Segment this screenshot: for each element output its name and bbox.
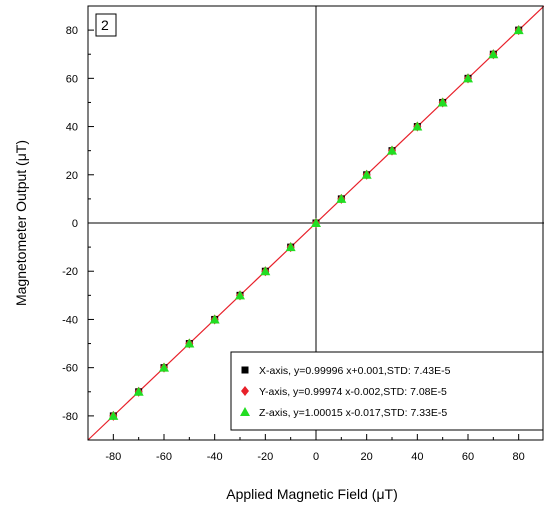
y-tick-label: -60 [62, 363, 78, 375]
legend: X-axis, y=0.99996 x+0.001,STD: 7.43E-5 Y-… [230, 351, 544, 431]
data-point [412, 121, 423, 131]
data-point [184, 338, 195, 348]
legend-entry-label: X-axis, y=0.99996 x+0.001,STD: 7.43E-5 [259, 365, 451, 377]
data-point [311, 218, 321, 227]
legend-marker [241, 366, 249, 374]
data-point [513, 25, 524, 35]
data-point [336, 193, 347, 203]
x-tick-label: 20 [361, 451, 373, 463]
panel-label-box [95, 13, 117, 37]
y-tick-label: -80 [62, 411, 78, 423]
panel-label-text: 2 [101, 17, 109, 33]
data-point [387, 145, 397, 155]
y-tick-label: 20 [66, 170, 78, 182]
x-axis-title: Applied Magnetic Field (μT) [226, 486, 397, 502]
y-tick-label: 60 [66, 73, 78, 85]
y-tick-label: 80 [66, 25, 78, 37]
panel-label: 2 [95, 13, 117, 37]
legend-box [230, 351, 544, 431]
data-point [209, 314, 220, 324]
x-tick-label: 60 [462, 451, 474, 463]
data-point [133, 386, 144, 396]
legend-marker [240, 407, 250, 416]
legend-entry-label: Z-axis, y=1.00015 x-0.017,STD: 7.33E-5 [259, 407, 447, 419]
x-tick-label: 0 [313, 451, 319, 463]
data-point [285, 242, 296, 252]
data-marks [108, 25, 524, 421]
x-tick-label: -80 [105, 451, 121, 463]
x-tick-label: -60 [156, 451, 172, 463]
legend-entry-label: Y-axis, y=0.99974 x-0.002,STD: 7.08E-5 [259, 386, 447, 398]
y-tick-label: -20 [62, 266, 78, 278]
plot-frame [87, 5, 544, 441]
data-point [463, 73, 473, 83]
y-tick-label: 0 [72, 218, 78, 230]
x-tick-label: 40 [411, 451, 423, 463]
data-point [437, 97, 448, 107]
x-tick-label: -40 [207, 451, 223, 463]
y-axis-title: Magnetometer Output (μT) [13, 140, 29, 306]
axes: -80 -60 -40 -20 0 20 40 60 80 -80 -60 -40 -20 0 20 40 60… [62, 6, 544, 463]
x-tick-label: -20 [257, 451, 273, 463]
y-tick-label: -40 [62, 314, 78, 326]
data-point [361, 169, 372, 179]
data-point [260, 266, 271, 276]
data-point [488, 49, 499, 59]
data-point [159, 362, 169, 372]
series-triangle [108, 25, 524, 420]
y-tick-label: 40 [66, 122, 78, 134]
x-tick-label: 80 [513, 451, 525, 463]
data-point [235, 290, 245, 300]
data-point [108, 410, 119, 420]
legend-marker [241, 386, 249, 396]
